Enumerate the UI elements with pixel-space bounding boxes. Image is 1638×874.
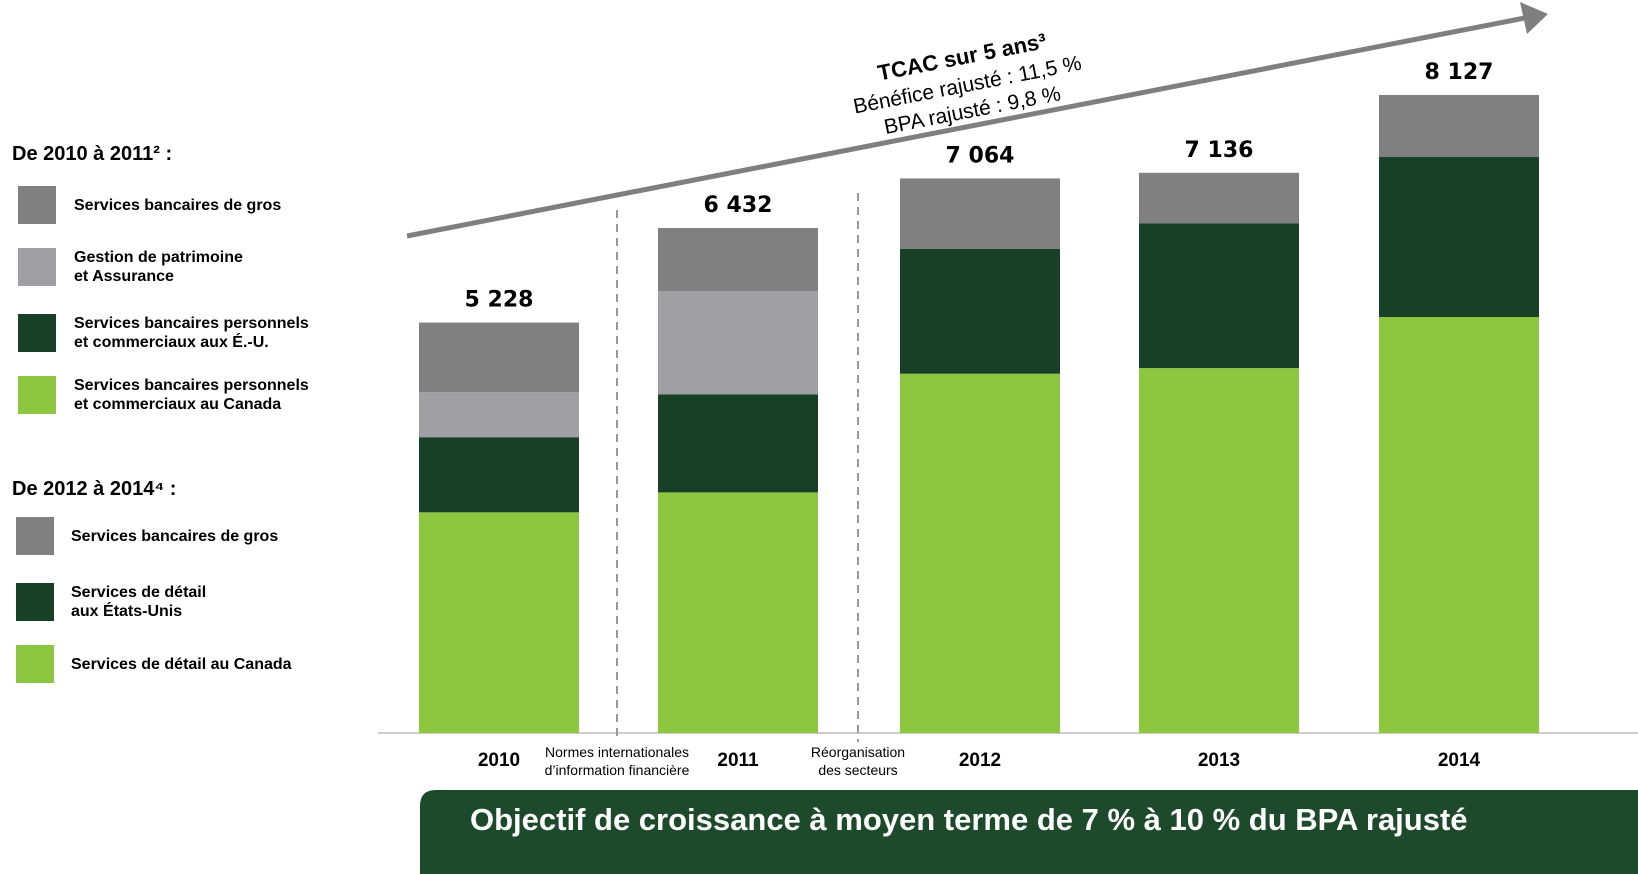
legend-label: Services de détail au Canada <box>71 655 292 673</box>
total-label: 6 432 <box>704 193 773 218</box>
bar-segment <box>1139 172 1299 224</box>
legend-label: Services bancaires de gros <box>74 196 282 214</box>
separator-label: Réorganisation des secteurs <box>810 744 906 778</box>
bar-segment <box>900 373 1060 733</box>
bar-segment <box>900 178 1060 249</box>
total-label: 5 228 <box>465 288 534 313</box>
bar-segment <box>1139 223 1299 369</box>
bar-segment <box>419 512 579 733</box>
trend-arrow <box>406 15 1526 239</box>
total-label: 7 136 <box>1185 138 1254 163</box>
x-tick-label: 2011 <box>717 750 759 771</box>
banner-text: Objectif de croissance à moyen terme de … <box>470 802 1468 837</box>
legend-label: Services bancaires personnels et commerc… <box>74 377 309 413</box>
legend-title: De 2010 à 2011² : <box>12 143 173 165</box>
bar-segment <box>1379 95 1539 158</box>
legend-swatch <box>16 645 54 683</box>
separator-label: Normes internationales d’information fin… <box>544 744 690 778</box>
x-tick-label: 2010 <box>478 750 520 771</box>
bar-segment <box>1379 157 1539 318</box>
bar-segment <box>419 392 579 438</box>
total-label: 8 127 <box>1425 60 1494 85</box>
total-label: 7 064 <box>946 143 1015 168</box>
bar-segment <box>658 228 818 292</box>
bar-segment <box>419 322 579 393</box>
legend-label: Gestion de patrimoine et Assurance <box>74 249 243 285</box>
legend-swatch <box>16 517 54 555</box>
legend-label: Services de détail aux États-Unis <box>71 584 207 620</box>
legend-label: Services bancaires de gros <box>71 527 279 545</box>
x-tick-label: 2014 <box>1438 750 1481 771</box>
x-tick-label: 2013 <box>1198 750 1240 771</box>
arrow-head <box>1520 2 1548 34</box>
legend-swatch <box>18 248 56 286</box>
legend-swatch <box>18 186 56 224</box>
legend-swatch <box>16 583 54 621</box>
bar-segment <box>419 437 579 513</box>
bar-segment <box>1139 368 1299 733</box>
bar-segment <box>658 394 818 493</box>
bar-segment <box>900 248 1060 374</box>
bar-segment <box>1379 317 1539 733</box>
legend-swatch <box>18 314 56 352</box>
x-tick-label: 2012 <box>959 750 1001 771</box>
bar-segment <box>658 492 818 733</box>
legend-swatch <box>18 376 56 414</box>
legend-title: De 2012 à 2014⁴ : <box>12 478 177 500</box>
bar-segment <box>658 291 818 395</box>
banner <box>420 790 1638 874</box>
legend-label: Services bancaires personnels et commerc… <box>74 315 309 351</box>
